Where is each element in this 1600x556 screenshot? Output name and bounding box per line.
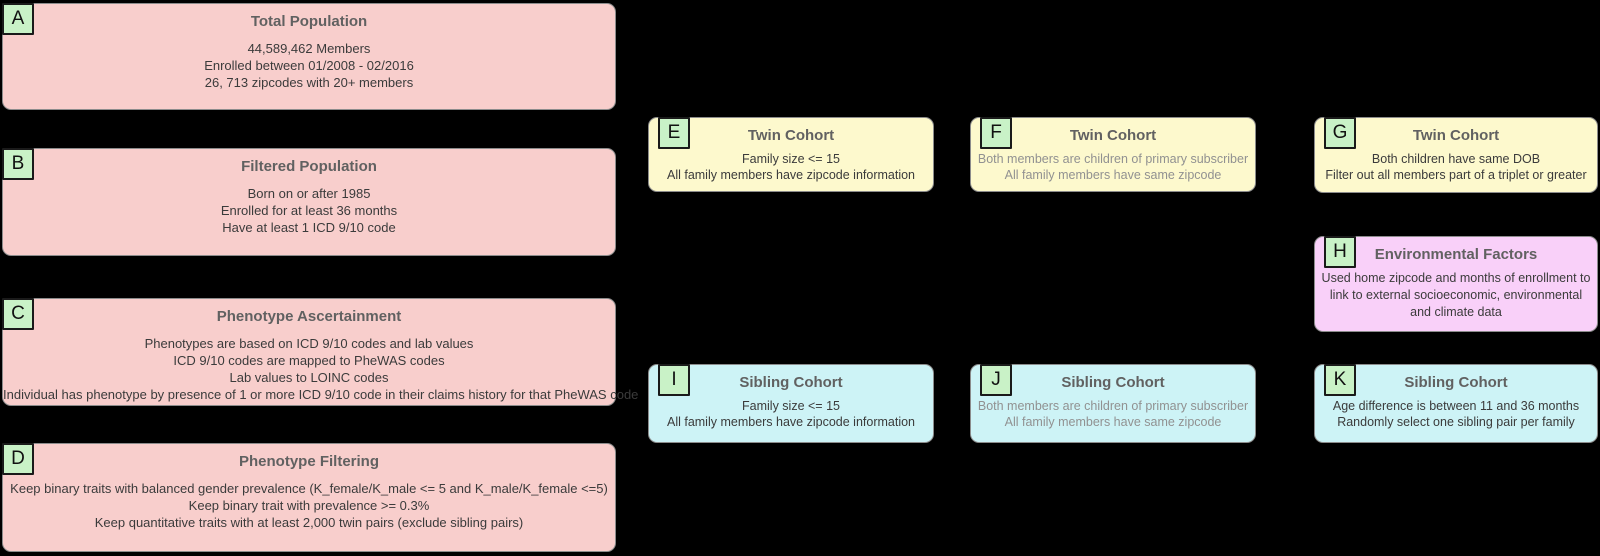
node-title: Phenotype Filtering [238,453,379,470]
node-title: Sibling Cohort [739,374,843,391]
node-text-line: Keep quantitative traits with at least 2… [94,515,524,530]
node-text-line: Phenotypes are based on ICD 9/10 codes a… [144,336,474,351]
node-text-line: Enrolled between 01/2008 - 02/2016 [204,58,414,73]
node-filtered-population: B Filtered Population Born on or after 1… [2,148,616,256]
node-letter-badge-g: G [1324,117,1356,149]
node-title: Phenotype Ascertainment [216,308,402,325]
node-text-line: Both members are children of primary sub… [977,152,1249,166]
node-letter-badge-c: C [2,298,34,330]
node-letter-badge-b: B [2,148,34,180]
node-letter-badge-d: D [2,443,34,475]
node-sibling-cohort-j: J Sibling Cohort Both members are childr… [970,364,1256,443]
node-twin-cohort-e: E Twin Cohort Family size <= 15 All fami… [648,117,934,192]
node-phenotype-ascertainment: C Phenotype Ascertainment Phenotypes are… [2,298,639,406]
node-letter-badge-j: J [980,364,1012,396]
node-text-line: ICD 9/10 codes are mapped to PheWAS code… [173,353,445,368]
node-text-line: All family members have same zipcode [1004,415,1222,429]
node-text-line: All family members have same zipcode [1004,168,1222,182]
node-letter-badge-k: K [1324,364,1356,396]
node-text-line: 44,589,462 Members [247,41,371,56]
node-twin-cohort-g: G Twin Cohort Both children have same DO… [1314,117,1598,193]
node-text-paragraph: Used home zipcode and months of enrollme… [1321,271,1591,319]
node-twin-cohort-f: F Twin Cohort Both members are children … [970,117,1256,192]
node-letter-badge-e: E [658,117,690,149]
node-environmental-factors: H Environmental Factors Used home zipcod… [1314,236,1598,332]
node-letter-badge-a: A [2,3,34,35]
node-text-line: Lab values to LOINC codes [229,370,389,385]
node-text-line: All family members have zipcode informat… [666,415,916,429]
node-title: Twin Cohort [747,127,835,144]
node-sibling-cohort-k: K Sibling Cohort Age difference is betwe… [1314,364,1598,443]
node-letter-badge-i: I [658,364,690,396]
node-text-line: Randomly select one sibling pair per fam… [1337,415,1575,429]
node-title: Total Population [250,13,368,30]
node-total-population: A Total Population 44,589,462 Members En… [2,3,616,110]
node-text-line: Family size <= 15 [742,399,840,413]
node-letter-badge-f: F [980,117,1012,149]
node-text-line: Have at least 1 ICD 9/10 code [222,220,396,235]
node-phenotype-filtering: D Phenotype Filtering Keep binary traits… [2,443,616,552]
node-title: Filtered Population [241,158,377,175]
node-title: Sibling Cohort [1061,374,1165,391]
node-title: Environmental Factors [1374,246,1538,263]
node-text-line: Filter out all members part of a triplet… [1325,168,1587,182]
node-text-line: All family members have zipcode informat… [666,168,916,182]
node-title: Sibling Cohort [1404,374,1508,391]
node-text-line: Born on or after 1985 [247,186,371,201]
node-text-line: 26, 713 zipcodes with 20+ members [204,75,414,90]
node-text-line: Individual has phenotype by presence of … [3,387,639,402]
node-text-line: Both members are children of primary sub… [977,399,1249,413]
node-text-line: Enrolled for at least 36 months [220,203,398,218]
node-text-line: Family size <= 15 [742,152,840,166]
node-text-line: Keep binary traits with balanced gender … [10,481,608,496]
node-title: Twin Cohort [1069,127,1157,144]
node-text-line: Age difference is between 11 and 36 mont… [1332,399,1580,413]
node-letter-badge-h: H [1324,236,1356,268]
node-sibling-cohort-i: I Sibling Cohort Family size <= 15 All f… [648,364,934,443]
node-title: Twin Cohort [1412,127,1500,144]
node-text-line: Both children have same DOB [1371,152,1541,166]
node-text-line: Keep binary trait with prevalence >= 0.3… [188,498,430,513]
